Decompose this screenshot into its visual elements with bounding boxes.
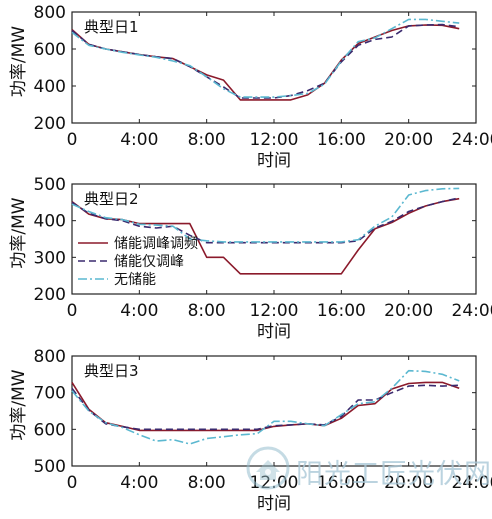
series-line-s3 [71,369,460,445]
x-tick-label: 24:00 [452,301,492,321]
y-tick-label: 600 [34,40,66,60]
x-tick-label: 4:00 [120,473,158,493]
y-tick-label: 700 [34,384,66,404]
series-line-s1 [71,24,460,101]
series-line-s3 [71,18,460,98]
x-tick-label: 4:00 [120,130,158,150]
x-tick-label: 16:00 [317,301,366,321]
legend-label-s1: 储能调峰调频 [114,236,198,252]
y-axis-title: 功率/MW [9,369,29,440]
x-tick-label: 20:00 [384,301,433,321]
x-tick-label: 0 [67,473,78,493]
chart-2: 0 4:00 8:00 12:00 16:00 20:00 24:00 200 300 400 50… [9,175,492,342]
panel-title: 典型日2 [84,190,139,208]
chart-1: 0 4:00 8:00 12:00 16:00 20:00 24:00 200 400 600 80… [9,3,492,171]
x-tick-label: 8:00 [188,130,226,150]
series-line-s2 [71,197,460,244]
y-tick-label: 400 [34,212,66,232]
x-tick-label: 0 [67,301,78,321]
x-tick-label: 24:00 [452,473,492,493]
x-tick-label: 16:00 [317,130,366,150]
legend-label-s2: 储能仅调峰 [114,254,184,270]
x-tick-label: 4:00 [120,301,158,321]
y-axis-title: 功率/MW [9,197,29,268]
chart-3: 0 4:00 8:00 12:00 16:00 20:00 24:00 500 600 700 80… [9,347,492,514]
x-tick-label: 8:00 [188,301,226,321]
x-axis-title: 时间 [257,494,291,514]
y-tick-label: 800 [34,347,66,367]
y-tick-label: 200 [34,285,66,305]
series-line-s1 [71,381,460,432]
panel-title: 典型日3 [84,362,139,380]
x-tick-label: 12:00 [250,301,299,321]
y-tick-label: 800 [34,3,66,23]
series-line-s1 [71,197,460,275]
x-tick-label: 20:00 [384,473,433,493]
x-axis-title: 时间 [257,151,291,171]
x-tick-label: 20:00 [384,130,433,150]
series-line-s2 [71,384,460,431]
y-tick-label: 300 [34,248,66,268]
y-tick-label: 200 [34,114,66,134]
x-axis-title: 时间 [257,322,291,342]
x-tick-label: 12:00 [250,473,299,493]
y-tick-label: 600 [34,420,66,440]
y-axis-title: 功率/MW [9,26,29,97]
y-tick-label: 500 [34,457,66,477]
y-tick-label: 500 [34,175,66,195]
legend-label-s3: 无储能 [114,272,156,288]
x-tick-label: 24:00 [452,130,492,150]
panel-title: 典型日1 [84,18,139,36]
x-tick-label: 0 [67,130,78,150]
x-tick-label: 12:00 [250,130,299,150]
x-tick-label: 16:00 [317,473,366,493]
x-tick-label: 8:00 [188,473,226,493]
y-tick-label: 400 [34,77,66,97]
